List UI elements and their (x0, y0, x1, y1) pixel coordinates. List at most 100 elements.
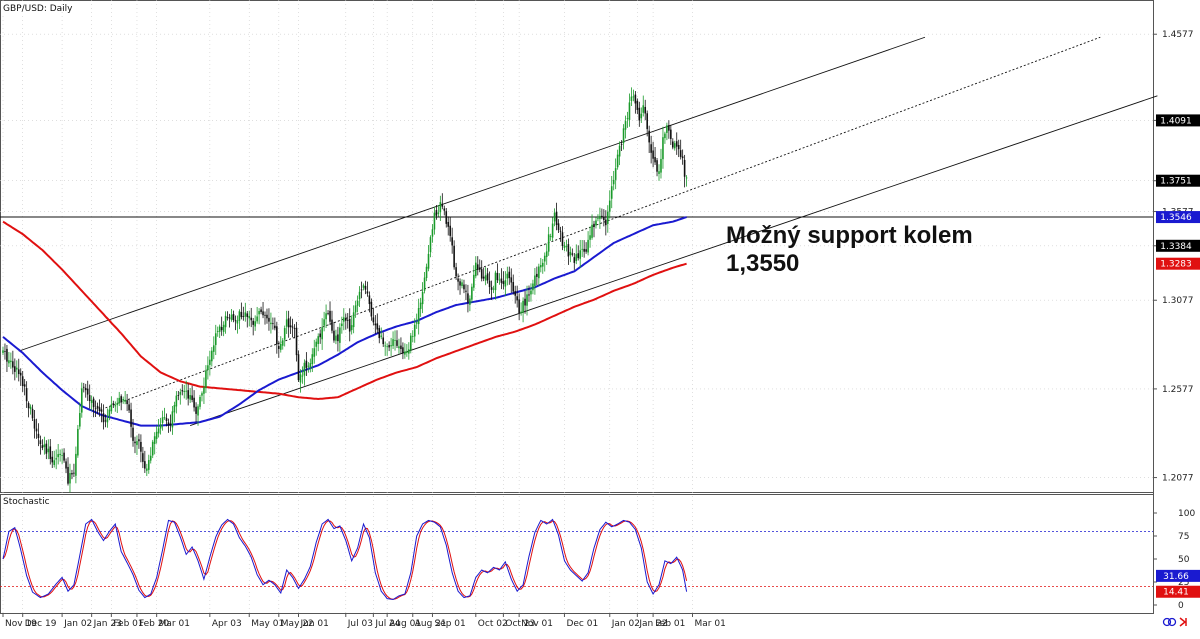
candle-body (339, 327, 341, 343)
candle-body (244, 312, 247, 317)
candle-body (433, 212, 436, 230)
candle (486, 267, 489, 284)
candle-body (179, 392, 182, 395)
candle (384, 341, 386, 356)
candle-body (270, 322, 272, 325)
candle (461, 279, 463, 289)
candle-body (506, 273, 509, 279)
candle (110, 396, 113, 414)
candle (433, 206, 436, 235)
time-tick-label: Oct 02 (478, 619, 508, 629)
candle-body (601, 215, 603, 217)
candle (599, 207, 601, 229)
candle (112, 400, 115, 409)
price-tick-label: 1.2077 (1162, 474, 1194, 484)
candle (59, 449, 61, 462)
candle-body (344, 318, 347, 321)
candle (603, 209, 605, 227)
candle-body (114, 405, 117, 407)
candle (358, 286, 361, 307)
candle-body (471, 286, 473, 300)
annotation-line-1: Možný support kolem (726, 222, 973, 249)
candle (220, 316, 223, 336)
candle (114, 401, 117, 412)
candle-body (303, 362, 306, 376)
price-badge-bg (1156, 211, 1200, 224)
candle (502, 271, 505, 290)
candle-body (238, 311, 241, 321)
candle-body (258, 311, 260, 315)
candle (262, 301, 264, 319)
scroll-to-end-icon[interactable] (1179, 617, 1187, 627)
time-tick-label: Sep 01 (434, 619, 465, 629)
candle (508, 266, 511, 285)
candle-body (429, 237, 432, 253)
candle-body (561, 232, 564, 247)
candle-body (404, 351, 406, 355)
candle (382, 332, 385, 347)
candle (427, 245, 430, 272)
candle-body (14, 366, 16, 372)
candle-body (449, 225, 451, 236)
candle-body (126, 400, 128, 405)
candle-body (400, 345, 402, 350)
candle-body (128, 404, 130, 411)
candle-body (122, 399, 124, 401)
candle (343, 308, 345, 331)
candle-body (94, 408, 97, 410)
candle (327, 310, 329, 316)
candle (291, 318, 294, 338)
candle-body (402, 347, 404, 354)
candle-body (25, 388, 28, 402)
candle (573, 253, 576, 270)
candle (626, 111, 629, 128)
candle-body (512, 282, 515, 292)
candle-body (212, 345, 215, 352)
candle-body (151, 441, 154, 456)
candle-body (593, 223, 595, 228)
candle (512, 274, 515, 295)
candle-body (581, 248, 583, 250)
candle (297, 350, 300, 382)
candle (136, 435, 138, 455)
price-tick-label: 1.2577 (1162, 385, 1194, 395)
candle-body (681, 156, 684, 159)
candle (218, 324, 221, 338)
candle-body (616, 154, 619, 168)
candle-body (553, 212, 556, 222)
candle (14, 358, 16, 381)
candle-body (214, 333, 217, 346)
candle (658, 164, 660, 181)
candle-body (17, 369, 20, 375)
chart-title: GBP/USD: Daily (3, 4, 73, 14)
stochastic-levels (0, 531, 1153, 587)
candle-body (45, 443, 48, 454)
candle (478, 259, 481, 273)
candle-body (254, 321, 256, 327)
price-badge: 1.3283 (1156, 257, 1200, 270)
candle-body (39, 440, 42, 445)
candle-body (563, 245, 566, 248)
stochastic-lines (2, 518, 688, 601)
candle (311, 348, 314, 373)
candle (534, 267, 536, 295)
candle (614, 158, 617, 190)
candle-body (571, 253, 574, 255)
candle (272, 317, 274, 330)
candle (285, 310, 288, 334)
candle (528, 285, 530, 302)
candle (142, 446, 144, 469)
candle-body (421, 291, 424, 305)
candle (569, 246, 572, 263)
candle (100, 403, 103, 423)
candle-body (240, 312, 243, 318)
link-icon[interactable] (1162, 617, 1177, 627)
candle (419, 297, 422, 317)
time-tick-label: May 01 (251, 619, 284, 629)
candle (563, 241, 566, 252)
candle (157, 419, 160, 438)
candle (270, 312, 272, 334)
stochastic-badge: 14.41 (1156, 585, 1200, 598)
candle-body (362, 285, 365, 288)
candle-body (268, 317, 270, 322)
